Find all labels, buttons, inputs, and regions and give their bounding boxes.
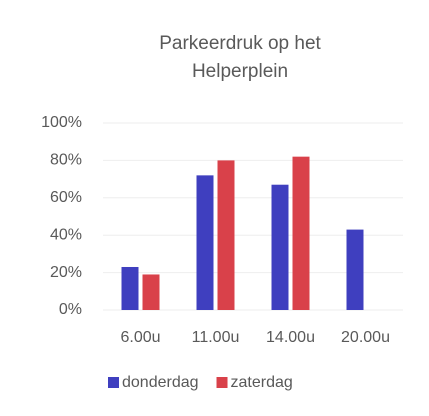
legend-swatch (108, 377, 119, 388)
bar (196, 175, 214, 310)
x-tick-label: 14.00u (266, 329, 315, 346)
chart-title: Helperplein (192, 61, 288, 82)
legend-swatch (216, 377, 228, 388)
y-tick-label: 0% (59, 301, 82, 318)
bar (346, 229, 364, 310)
y-tick-label: 20% (50, 264, 82, 281)
y-tick-label: 80% (50, 152, 82, 169)
bar (142, 274, 160, 310)
bar (217, 160, 235, 310)
legend-label: zaterdag (231, 374, 293, 391)
y-tick-label: 100% (41, 114, 82, 131)
bar (271, 184, 289, 310)
y-tick-label: 60% (50, 189, 82, 206)
bar (121, 266, 139, 310)
bar (292, 156, 310, 310)
legend-label: donderdag (122, 374, 199, 391)
chart-title: Parkeerdruk op het (159, 33, 321, 54)
x-tick-label: 20.00u (341, 329, 390, 346)
x-tick-label: 6.00u (120, 329, 160, 346)
y-tick-label: 40% (50, 226, 82, 243)
x-tick-label: 11.00u (192, 329, 240, 346)
